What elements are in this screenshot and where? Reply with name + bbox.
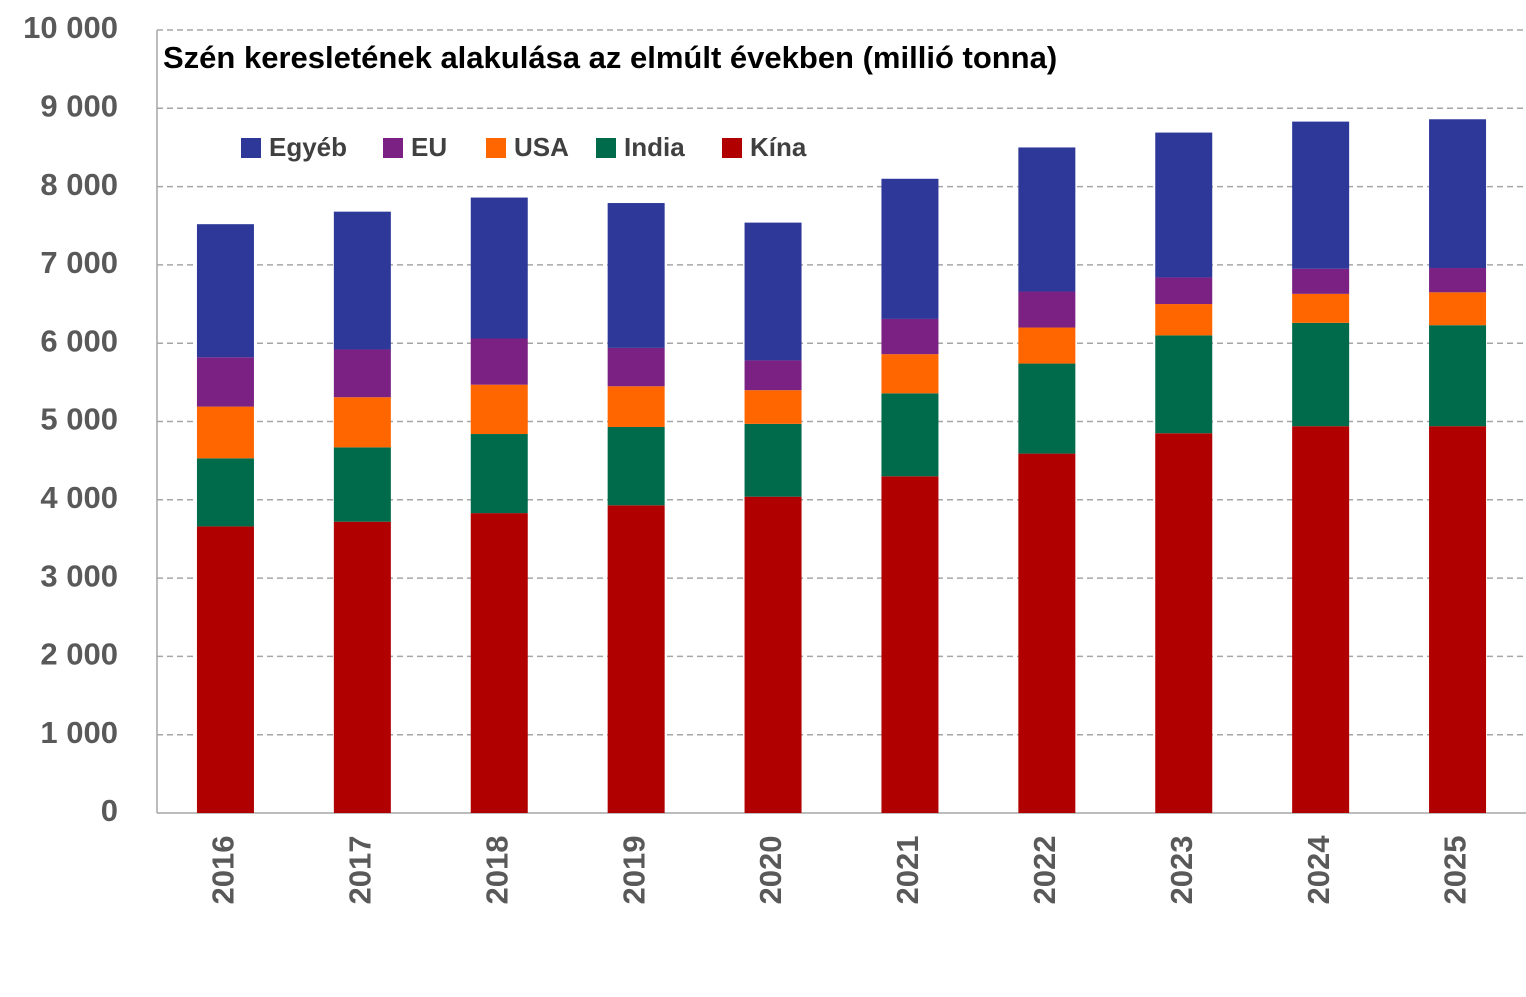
y-tick-label: 7 000 (40, 245, 118, 280)
x-tick-label: 2016 (206, 836, 241, 905)
bar-segment (333, 349, 391, 398)
bar-segment (607, 203, 665, 348)
chart-title: Szén keresletének alakulása az elmúlt év… (163, 40, 1057, 75)
legend-swatch (722, 138, 742, 158)
bar-segment (607, 347, 665, 387)
bar-segment (1292, 322, 1350, 427)
bar-segment (1429, 268, 1487, 293)
bar-segment (744, 390, 802, 424)
bar-segment (470, 434, 528, 514)
bar-segment (470, 338, 528, 385)
bar-segment (470, 197, 528, 339)
y-tick-label: 2 000 (40, 637, 118, 672)
bar-segment (881, 178, 939, 319)
y-tick-label: 3 000 (40, 558, 118, 593)
legend-swatch (596, 138, 616, 158)
y-tick-label: 10 000 (23, 10, 118, 45)
x-tick-label: 2019 (616, 836, 651, 905)
y-tick-label: 4 000 (40, 480, 118, 515)
legend-label: USA (514, 132, 569, 162)
bar-segment (607, 505, 665, 813)
legend-label: India (624, 132, 685, 162)
y-tick-label: 1 000 (40, 715, 118, 750)
bar-segment (881, 354, 939, 394)
bar-segment (881, 393, 939, 477)
y-tick-label: 0 (101, 793, 118, 828)
bar-segment (470, 513, 528, 813)
x-tick-label: 2021 (890, 836, 925, 905)
legend-swatch (486, 138, 506, 158)
x-tick-label: 2024 (1301, 835, 1336, 905)
bar-segment (1292, 121, 1350, 269)
x-tick-label: 2023 (1164, 836, 1199, 905)
bar-segment (1292, 293, 1350, 323)
bar-segment (1018, 291, 1076, 328)
x-tick-label: 2022 (1027, 836, 1062, 905)
y-tick-label: 5 000 (40, 402, 118, 437)
bar-segment (1429, 325, 1487, 427)
bar-segment (1429, 119, 1487, 269)
bar-segment (333, 397, 391, 448)
x-tick-label: 2025 (1438, 836, 1473, 905)
bar-segment (1292, 426, 1350, 813)
bar-segment (1429, 426, 1487, 813)
bar-segment (1155, 304, 1213, 336)
bar-segment (196, 526, 254, 813)
bar-segment (1018, 327, 1076, 364)
y-tick-label: 6 000 (40, 323, 118, 358)
bar-segment (607, 386, 665, 427)
legend-label: EU (411, 132, 447, 162)
legend-swatch (241, 138, 261, 158)
bar-segment (744, 423, 802, 497)
bar-segment (196, 458, 254, 527)
x-tick-label: 2018 (479, 836, 514, 905)
bar-segment (196, 406, 254, 459)
legend-swatch (383, 138, 403, 158)
bar-segment (881, 318, 939, 355)
bar-segment (196, 224, 254, 358)
bar-segment (1018, 147, 1076, 292)
y-tick-label: 9 000 (40, 88, 118, 123)
bar-segment (744, 496, 802, 813)
bar-segment (1429, 292, 1487, 326)
bar-segment (744, 222, 802, 361)
x-tick-label: 2017 (343, 836, 378, 905)
bar-segment (744, 360, 802, 391)
bar-segment (333, 447, 391, 522)
legend-label: Egyéb (269, 132, 347, 162)
bar-segment (1018, 363, 1076, 454)
x-tick-label: 2020 (753, 836, 788, 905)
bar-segment (1155, 433, 1213, 813)
legend-label: Kína (750, 132, 807, 162)
bar-segment (1018, 453, 1076, 813)
y-tick-label: 8 000 (40, 167, 118, 202)
bar-segment (196, 357, 254, 407)
bar-segment (1292, 268, 1350, 294)
bar-segment (1155, 132, 1213, 278)
bar-segment (333, 521, 391, 813)
bar-segment (881, 476, 939, 813)
bar-segment (470, 384, 528, 435)
bar-segment (333, 211, 391, 350)
bar-segment (1155, 277, 1213, 305)
bar-segment (1155, 335, 1213, 434)
bar-segment (607, 426, 665, 506)
